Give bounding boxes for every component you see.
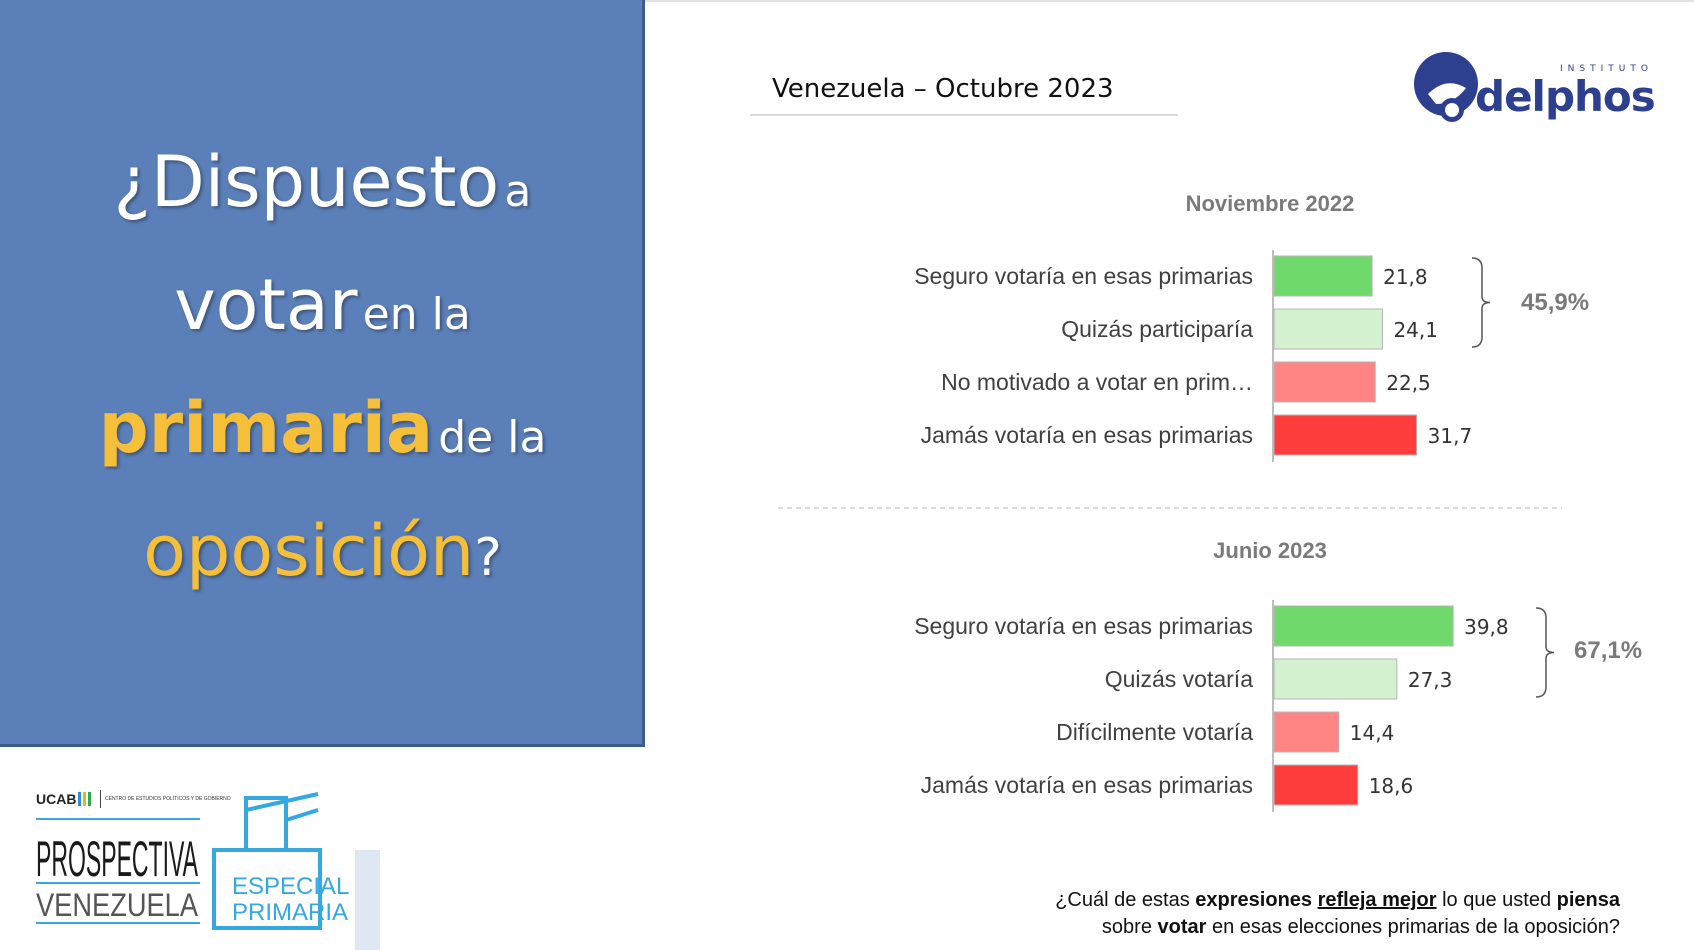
headline-word: a — [504, 166, 532, 217]
logo-tagline: INSTITUTO — [1560, 64, 1653, 74]
headline-word: ? — [474, 528, 502, 588]
chart-title: Noviembre 2022 — [1186, 191, 1355, 216]
brand-prospectiva: PROSPECTIVA — [36, 831, 198, 887]
chart-bar — [1273, 605, 1454, 647]
headline-word: votar — [174, 264, 358, 346]
category-label: Jamás votaría en esas primarias — [921, 772, 1253, 798]
data-label: 24,1 — [1393, 318, 1438, 342]
bracket-total-label: 45,9% — [1521, 289, 1589, 316]
question-text: piensa — [1556, 889, 1620, 911]
data-label: 21,8 — [1383, 265, 1428, 289]
delphos-logo-icon — [1414, 52, 1478, 122]
category-label: Jamás votaría en esas primarias — [921, 422, 1253, 448]
chart-bar — [1273, 255, 1373, 297]
chart-bar — [1273, 658, 1398, 700]
brand-primaria: PRIMARIA — [232, 899, 348, 926]
category-label: Seguro votaría en esas primarias — [914, 613, 1253, 639]
data-label: 18,6 — [1369, 774, 1414, 798]
category-label: Quizás participaría — [1061, 316, 1253, 342]
chart-bar — [1273, 361, 1376, 403]
question-text: votar — [1157, 916, 1207, 938]
chart-bar — [1273, 764, 1359, 806]
headline-word: ¿Dispuesto — [113, 141, 500, 223]
chart-title: Junio 2023 — [1213, 538, 1327, 563]
data-label: 22,5 — [1386, 371, 1431, 395]
question-text: sobre — [1101, 916, 1158, 938]
category-label: Quizás votaría — [1105, 666, 1253, 692]
subtitle-divider — [750, 114, 1178, 116]
brand-venezuela: VENEZUELA — [36, 887, 199, 923]
data-label: 14,4 — [1350, 721, 1395, 745]
headline-word: oposición — [143, 510, 475, 592]
question-text: refleja mejor — [1317, 889, 1437, 911]
data-label: 27,3 — [1408, 668, 1453, 692]
category-label: No motivado a votar en prim… — [941, 369, 1253, 395]
question-text: lo que usted — [1436, 889, 1557, 911]
group-bracket — [1535, 607, 1555, 698]
chart-bar — [1273, 711, 1340, 753]
category-label: Difícilmente votaría — [1056, 719, 1253, 745]
chart-bar — [1273, 414, 1418, 456]
chart-bar — [1273, 308, 1383, 350]
question-text: en esas elecciones primarias de la oposi… — [1206, 916, 1620, 938]
brand-centro: CENTRO DE ESTUDIOS POLÍTICOS Y DE GOBIER… — [105, 795, 231, 802]
category-label: Seguro votaría en esas primarias — [914, 263, 1253, 289]
question-text: expresiones — [1195, 889, 1313, 911]
headline-word: primaria — [98, 387, 434, 469]
bracket-total-label: 67,1% — [1574, 637, 1642, 664]
survey-question: ¿Cuál de estas expresiones refleja mejor… — [1055, 887, 1620, 941]
top-divider — [645, 0, 1694, 2]
data-label: 39,8 — [1464, 615, 1509, 639]
subtitle: Venezuela – Octubre 2023 — [772, 74, 1114, 104]
headline-word: de la — [438, 412, 547, 463]
logo-name: delphos — [1475, 72, 1656, 121]
headline-word: en la — [362, 289, 471, 340]
question-text: ¿Cuál de estas — [1055, 889, 1196, 911]
brand-especial: ESPECIAL — [232, 873, 349, 900]
ballot-box-icon — [212, 792, 322, 930]
headline-panel: ¿Dispuesto a votar en la primaria de la … — [0, 0, 645, 747]
prospectiva-brand: UCAB CENTRO DE ESTUDIOS POLÍTICOS Y DE G… — [0, 780, 355, 950]
data-label: 31,7 — [1428, 424, 1473, 448]
brand-ucab: UCAB — [36, 791, 76, 807]
group-bracket — [1471, 257, 1491, 348]
headline: ¿Dispuesto a votar en la primaria de la … — [0, 130, 645, 622]
